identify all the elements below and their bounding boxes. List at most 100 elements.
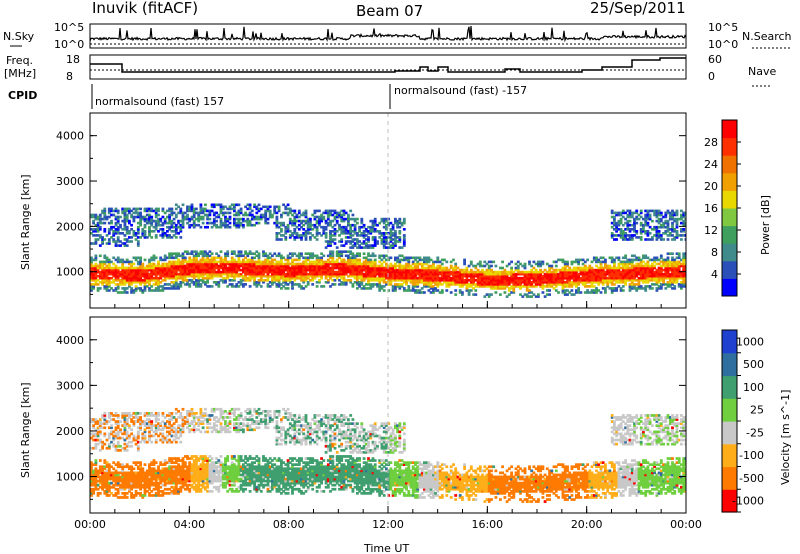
power-cell	[610, 266, 614, 270]
power-cell	[635, 211, 639, 215]
power-cell	[335, 252, 339, 255]
power-cell	[684, 258, 686, 262]
power-cell	[112, 279, 116, 282]
power-cell	[280, 272, 283, 276]
power-cell	[523, 274, 527, 278]
power-cell	[671, 225, 674, 229]
power-cell	[311, 254, 315, 258]
power-cell	[309, 279, 312, 282]
power-cell	[398, 270, 402, 274]
power-cell	[148, 274, 151, 278]
power-cell	[662, 272, 665, 276]
power-cell	[248, 260, 252, 264]
power-cell	[590, 291, 594, 294]
power-cell	[295, 270, 299, 274]
power-cell	[347, 264, 350, 268]
power-cell	[103, 221, 107, 225]
power-cell	[204, 203, 207, 207]
power-cell	[378, 236, 382, 239]
power-cell	[349, 236, 353, 239]
power-cell	[682, 254, 686, 258]
power-cell	[297, 276, 301, 280]
power-cell	[572, 293, 576, 296]
power-cell	[362, 252, 366, 255]
power-cell	[116, 268, 120, 272]
power-cell	[387, 272, 391, 276]
power-cell	[179, 211, 183, 215]
power-cell	[597, 289, 601, 292]
power-cell	[673, 262, 677, 266]
power-cell	[387, 232, 391, 235]
power-cell	[503, 279, 507, 282]
power-cell	[416, 256, 420, 260]
power-cell	[624, 228, 627, 231]
power-cell	[639, 221, 643, 225]
power-cell	[496, 287, 500, 290]
power-cell	[228, 272, 232, 276]
power-cell	[664, 213, 668, 217]
power-cell	[116, 256, 120, 260]
power-cell	[456, 283, 460, 286]
power-cell	[581, 272, 585, 276]
power-cell	[123, 215, 127, 219]
power-cell	[139, 256, 142, 260]
power-cell	[190, 209, 194, 213]
power-cell	[286, 270, 290, 274]
power-cell	[284, 274, 288, 278]
power-cell	[458, 285, 462, 288]
power-cell	[326, 244, 330, 247]
power-cell	[217, 281, 221, 284]
power-cell	[119, 225, 122, 229]
power-cell	[378, 272, 382, 276]
power-cell	[192, 221, 196, 225]
power-cell	[338, 274, 341, 278]
power-cell	[492, 287, 496, 290]
power-cell	[179, 209, 183, 213]
power-cell	[385, 228, 388, 231]
power-cell	[566, 283, 569, 286]
power-cell	[130, 213, 133, 217]
power-cell	[671, 217, 674, 221]
power-cell	[512, 279, 516, 282]
power-cell	[215, 225, 218, 229]
power-cell	[684, 221, 686, 225]
power-cell	[545, 285, 549, 288]
power-cell	[275, 279, 279, 282]
velocity-cell	[94, 420, 98, 423]
power-cell	[257, 215, 261, 219]
power-cell	[329, 236, 332, 239]
power-cell	[682, 272, 686, 276]
power-cell	[563, 285, 567, 288]
power-cell	[637, 258, 641, 262]
power-cell	[105, 276, 109, 280]
power-cell	[161, 234, 165, 237]
power-cell	[503, 287, 507, 290]
power-cell	[172, 230, 176, 233]
power-cell	[407, 264, 411, 268]
power-cell	[481, 281, 484, 284]
power-cell	[329, 254, 332, 258]
power-cell	[179, 264, 183, 268]
power-cell	[530, 283, 534, 286]
power-cell	[666, 283, 670, 286]
power-cell	[469, 285, 473, 288]
power-cell	[273, 272, 277, 276]
power-cell	[644, 232, 648, 235]
power-cell	[617, 228, 621, 231]
power-cell	[684, 281, 686, 284]
power-cell	[411, 270, 415, 274]
power-cell	[177, 219, 180, 223]
power-cell	[443, 272, 446, 276]
power-cell	[651, 274, 654, 278]
power-cell	[400, 264, 404, 268]
power-cell	[639, 279, 643, 282]
power-cell	[322, 270, 326, 274]
power-cell	[545, 262, 549, 266]
power-cell	[123, 211, 127, 215]
power-cell	[166, 256, 169, 260]
power-cell	[306, 264, 310, 268]
power-cell	[621, 281, 625, 284]
power-cell	[291, 232, 294, 235]
power-cell	[148, 264, 151, 268]
power-cell	[130, 291, 133, 294]
